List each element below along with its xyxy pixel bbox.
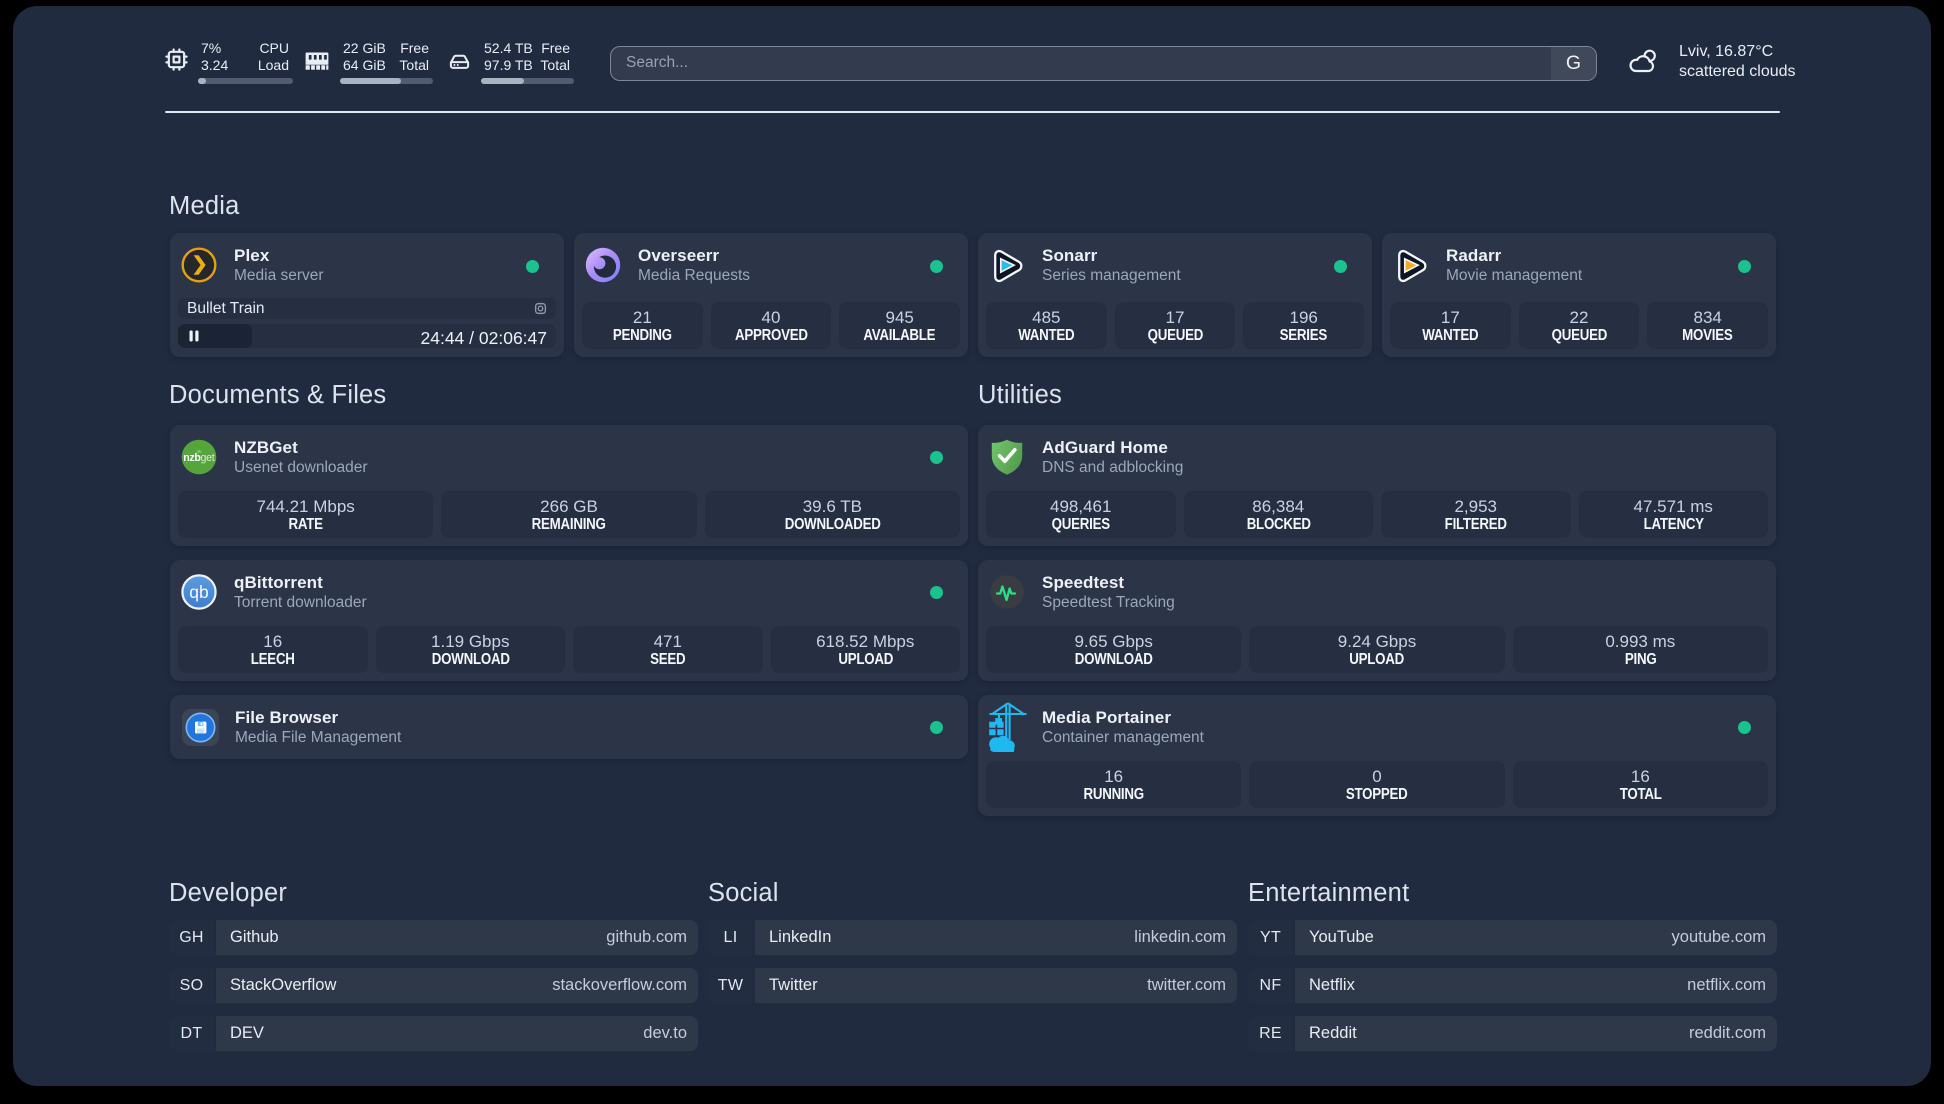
svg-text:nzbget: nzbget	[183, 452, 215, 464]
svg-text:qb: qb	[189, 582, 208, 602]
